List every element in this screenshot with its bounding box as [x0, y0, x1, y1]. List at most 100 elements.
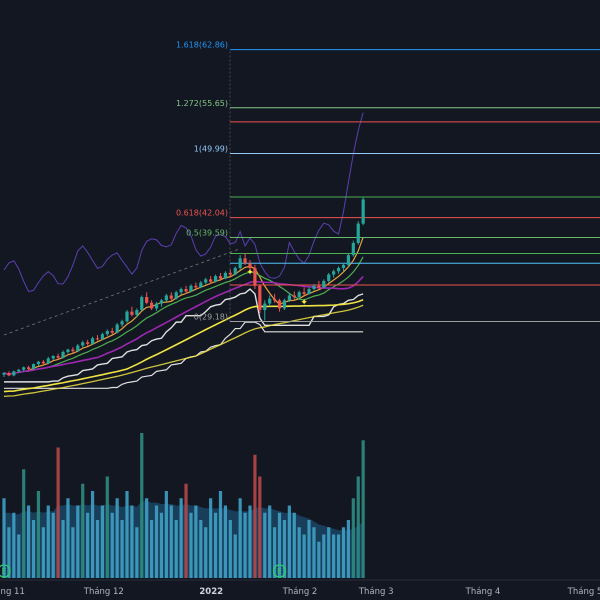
candle-body [238, 258, 242, 269]
indicator-lines [3, 112, 364, 398]
candle-body [71, 349, 75, 352]
volume-bar [76, 505, 80, 578]
candle-body [223, 272, 227, 279]
volume-bar [184, 483, 188, 578]
candle-body [327, 274, 331, 281]
candle-body [332, 271, 336, 275]
candle-body [243, 258, 247, 264]
volume-bar [7, 527, 11, 578]
candle-body [189, 285, 193, 292]
candle-body [253, 268, 257, 286]
candle-body [292, 295, 296, 298]
volume-bar [130, 505, 134, 578]
candle-body [76, 345, 80, 352]
time-axis-label: Tháng 5 [567, 587, 600, 597]
candle-body [100, 334, 104, 340]
candle-body [140, 297, 144, 311]
volume-bar [228, 520, 232, 578]
fib-level-label: 0.618(42.04) [176, 209, 228, 218]
fib-level-label: 1.272(55.65) [176, 99, 228, 108]
volume-bar [263, 512, 267, 578]
candle-body [361, 199, 365, 224]
volume-bar [243, 512, 247, 578]
volume-bar [317, 541, 321, 578]
candle-body [66, 349, 70, 352]
candle-body [312, 285, 316, 290]
cloud-line-2 [3, 304, 364, 398]
volume-bar [238, 498, 242, 578]
earnings-event-label: E [1, 567, 6, 576]
time-axis-label: Tháng 3 [358, 587, 394, 597]
candle-body [268, 298, 272, 304]
volume-bar [174, 520, 178, 578]
candle-body [258, 285, 262, 311]
candle-body [36, 361, 41, 365]
volume-bar [268, 505, 272, 578]
time-axis-label: Tháng 12 [83, 587, 124, 597]
volume-bar [22, 469, 26, 578]
volume-bar [273, 527, 277, 578]
volume-bar [125, 491, 129, 578]
candle-body [169, 295, 173, 299]
time-axis-label: Tháng 11 [0, 587, 25, 597]
volume-bar [51, 512, 55, 578]
support-band-line [4, 288, 364, 383]
candle-body [307, 289, 311, 294]
time-axis-label: Tháng 2 [282, 587, 318, 597]
candle-body [150, 302, 154, 309]
volume-bar [154, 505, 159, 578]
volume-bar [223, 505, 227, 578]
volume-bar [46, 505, 50, 578]
candle-body [31, 364, 36, 369]
volume-bar [81, 483, 85, 578]
candle-body [110, 331, 114, 333]
candle-body [154, 303, 159, 309]
candle-body [204, 279, 208, 283]
volume-bar [282, 520, 287, 578]
fib-level-label: 0.5(39.59) [186, 228, 228, 237]
earnings-event-label: E [277, 567, 282, 576]
signal-star-icon: ✦ [300, 298, 308, 308]
ma-mid-line [3, 256, 364, 375]
candle-body [341, 264, 346, 269]
volume-bar [36, 491, 41, 578]
candle-body [179, 289, 183, 293]
volume-bar [346, 520, 350, 578]
volume-bar [71, 527, 75, 578]
candle-body [90, 338, 95, 344]
candle-body [2, 372, 6, 375]
candle-body [86, 342, 90, 344]
volume-bar [327, 527, 331, 578]
volume-bar [31, 520, 36, 578]
candle-body [27, 367, 31, 369]
candle-body [297, 292, 301, 298]
time-axis-label: Tháng 4 [465, 587, 501, 597]
earnings-event-marker [0, 564, 11, 578]
volume-bar [277, 512, 282, 578]
volume-bar [218, 491, 223, 578]
candle-body [105, 331, 109, 335]
signal-star-icon: ✦ [246, 268, 254, 278]
candle-body [317, 285, 321, 288]
candle-body [248, 263, 252, 269]
volume-bar [297, 527, 301, 578]
volume-bar [351, 498, 355, 578]
cloud-line [3, 298, 364, 393]
volume-bar [100, 505, 104, 578]
volume-bar [292, 512, 296, 578]
candle-body [356, 223, 360, 244]
volume-bar [61, 520, 65, 578]
fib-level-label: 0(29.18) [194, 312, 228, 321]
volume-bar [27, 505, 31, 578]
volume-bar [209, 498, 213, 578]
rsi-line [3, 112, 364, 293]
candle-body [17, 369, 21, 372]
candle-body [277, 300, 282, 309]
earnings-event-marker [272, 564, 287, 578]
volume-bar [169, 505, 173, 578]
candle-body [233, 268, 237, 275]
volume-bar [150, 520, 154, 578]
volume-bar [86, 512, 90, 578]
